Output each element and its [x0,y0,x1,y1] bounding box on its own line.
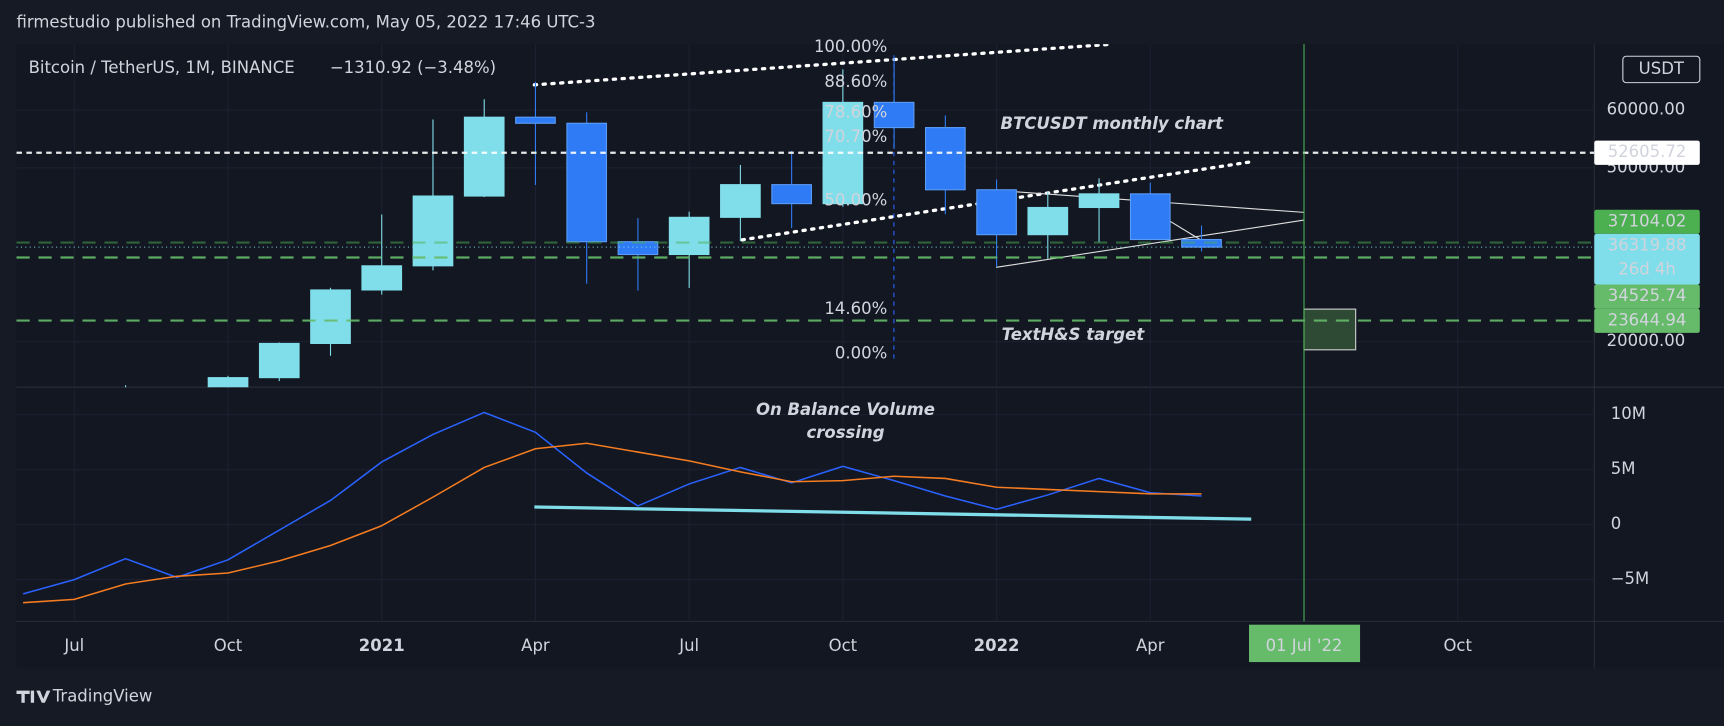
x-tick-label: 01 Jul '22 [1266,636,1343,655]
currency-badge[interactable] [1622,55,1701,84]
price-change: −1310.92 (−3.48%) [330,58,496,77]
candle-body [873,101,915,129]
trend-line [532,44,1115,87]
candle-body [1078,193,1120,209]
chart-area [16,44,1724,669]
annotation: TextH&S target [1002,325,1146,344]
annotation: BTCUSDT monthly chart [1001,114,1225,133]
fib-level-label: 88.60% [824,72,887,91]
price-label-box [1594,284,1700,309]
candle-body [771,184,812,205]
candle-body [668,216,710,256]
price-label-box [1594,140,1700,165]
fib-level-label: 0.00% [835,344,887,363]
logo-icon [16,690,51,703]
y-tick-label: −5M [1611,569,1650,588]
x-tick-label: Jul [678,636,699,655]
x-tick-label: Oct [829,636,858,655]
footer-brand: TradingView [52,687,153,706]
candle-body [1027,206,1069,236]
candle-body [361,265,403,291]
obv-pane [22,411,1252,604]
candle-body [566,122,608,243]
fib-level-label: 14.60% [824,299,887,318]
annotation: On Balance Volume [756,400,935,419]
x-tick-label: 2021 [359,636,405,655]
candle-body [258,342,300,379]
candle-body [463,116,505,197]
y-tick-label: 20000.00 [1607,331,1686,350]
fib-level-label: 78.60% [824,103,887,122]
candle-body [310,289,351,344]
x-tick-label: 2022 [974,636,1020,655]
candle-body [925,127,966,191]
triangle-line [996,219,1305,268]
target-box [1303,308,1357,351]
candle-body [1129,193,1171,241]
obv-trend-line [534,505,1252,521]
candle-body [515,116,556,124]
annotation: crossing [806,423,884,442]
x-tick-label: Apr [1136,636,1165,655]
crosshair-label-box [1249,624,1361,663]
countdown-label: 26d 4h [1618,260,1676,279]
price-label: 34525.74 [1608,286,1687,305]
candle-body [1181,238,1222,248]
price-label: 37104.02 [1608,211,1687,230]
symbol-legend: Bitcoin / TetherUS, 1M, BINANCE [29,58,295,77]
fib-level-label: 100.00% [814,37,887,56]
x-tick-label: Oct [214,636,243,655]
x-tick-label: Jul [63,636,84,655]
fib-level-label: 70.70% [824,127,887,146]
price-label: 52605.72 [1608,142,1687,161]
candle-body [207,377,249,388]
price-label: 23644.94 [1608,310,1687,329]
price-label-box [1594,209,1700,234]
grid [16,44,1595,622]
candle-body [720,184,761,218]
fib-level-label: 50.00% [824,190,887,209]
y-tick-label: 0 [1611,514,1622,533]
currency-label: USDT [1639,59,1685,78]
candle-body [976,189,1017,236]
x-tick-label: Oct [1443,636,1472,655]
price-pane [16,44,1595,388]
y-tick-label: 60000.00 [1607,99,1686,118]
price-label: 36319.88 [1608,236,1687,255]
price-label-box [1594,233,1700,285]
overlay: Jul Oct 2021 Apr Jul Oct 2022 Apr 01 Jul '22 Oct 6… [63,37,1700,663]
obv-line [23,442,1202,604]
y-tick-label: 5M [1611,459,1636,478]
price-label-box [1594,308,1700,333]
x-tick-label: Apr [521,636,550,655]
publish-header: firmestudio published on TradingView.com… [16,13,595,32]
y-tick-label: 10M [1611,404,1646,423]
candle-body [412,195,454,267]
obv-line [22,411,1202,595]
